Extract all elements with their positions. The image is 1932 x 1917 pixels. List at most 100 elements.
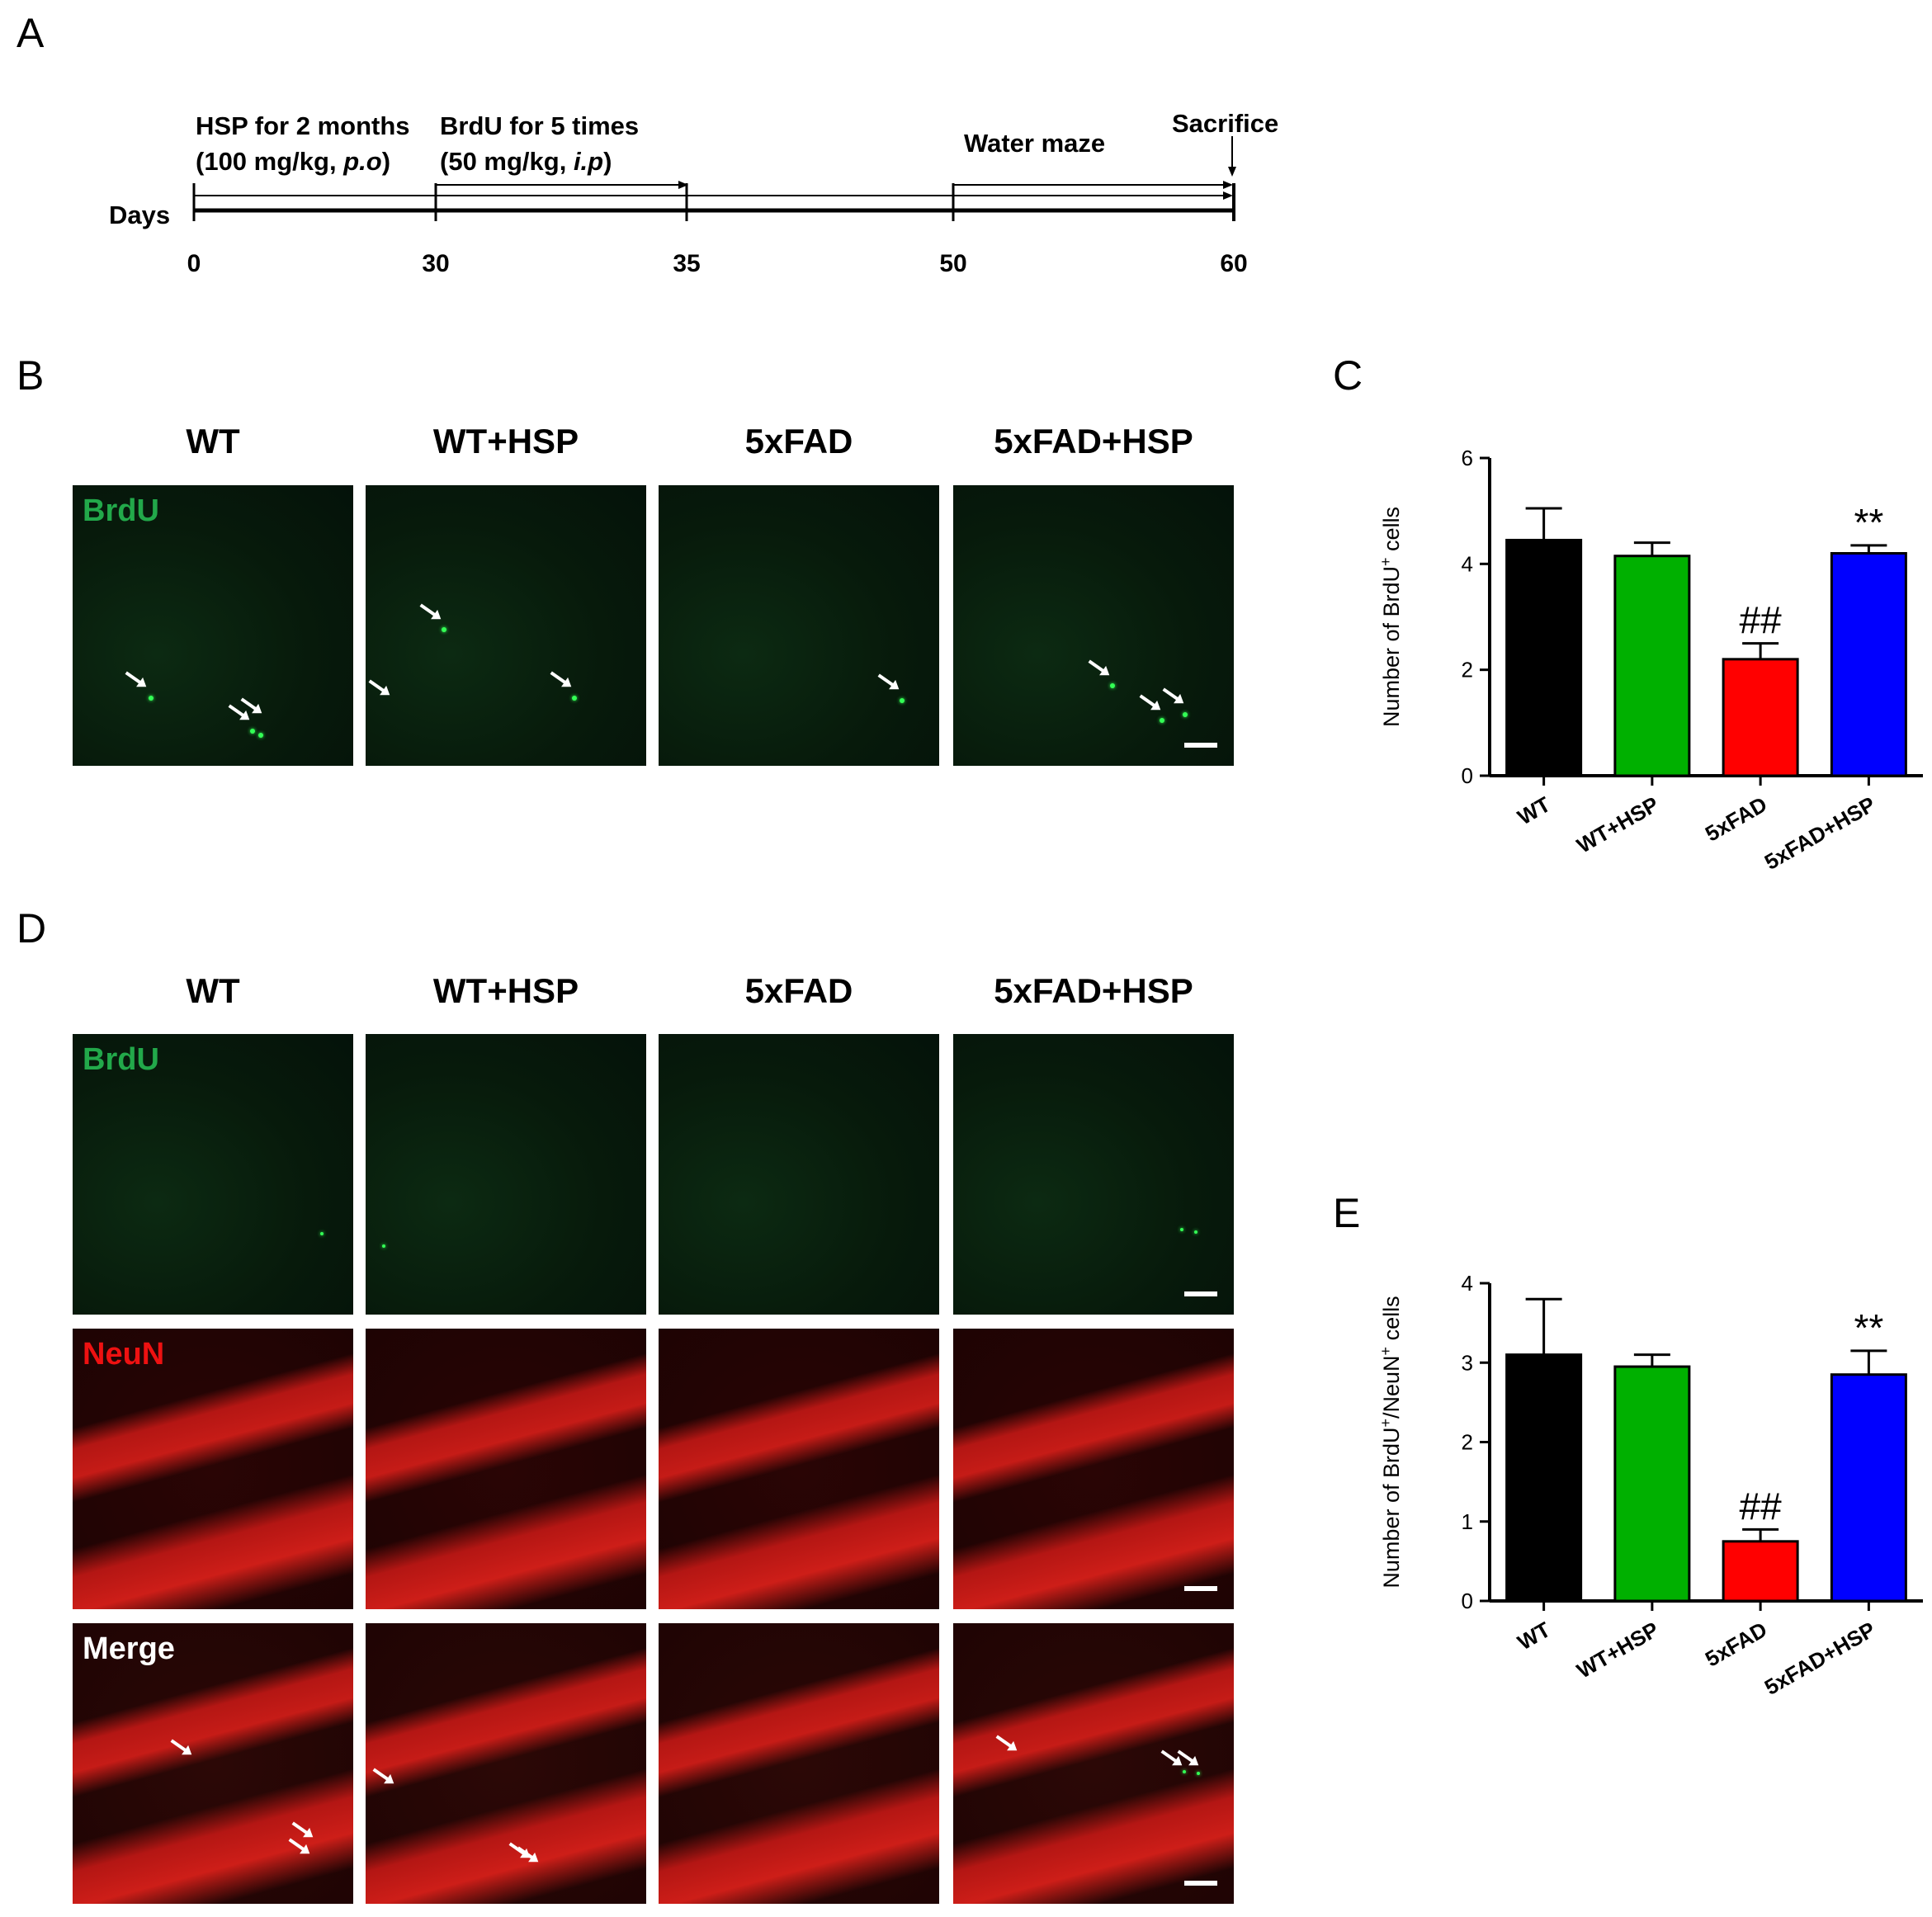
e-bar-wt <box>1505 1353 1583 1603</box>
brdu-label: BrdU <box>83 493 159 528</box>
d-brdu-wt-image: BrdU <box>73 1034 353 1315</box>
brdu-cell <box>258 733 263 738</box>
d-neun-wt-image: NeuN <box>73 1329 353 1609</box>
e-x-tick-label: WT <box>1514 1617 1555 1655</box>
c-x-tick-label: 5xFAD+HSP <box>1760 791 1880 875</box>
c-y-tick-label: 4 <box>1462 551 1473 576</box>
d-brdu-5xfad-image <box>659 1034 939 1315</box>
arrow-icon <box>1139 694 1160 710</box>
c-bar-wt-hsp <box>1613 555 1691 777</box>
brdu-label: BrdU <box>83 1042 159 1077</box>
c-significance-mark: ** <box>1854 501 1883 544</box>
d-brdu-wt-hsp-image <box>366 1034 646 1315</box>
c-bar-wt <box>1505 538 1583 777</box>
b-header-wt: WT <box>186 422 240 460</box>
e-y-tick-label: 4 <box>1462 1271 1473 1296</box>
arrow-icon <box>170 1739 191 1754</box>
d-merge-5xfad-image <box>659 1623 939 1904</box>
arrow-icon <box>877 673 898 689</box>
d-neun-5xfad-hsp-image <box>953 1329 1234 1609</box>
e-significance-mark: ** <box>1854 1306 1883 1349</box>
d-merge-5xfad-hsp-image <box>953 1623 1234 1904</box>
e-y-tick-label: 3 <box>1462 1350 1473 1375</box>
brdu-cell <box>1183 712 1188 717</box>
arrow-icon <box>1162 687 1183 703</box>
b-header-wt-hsp: WT+HSP <box>432 422 579 460</box>
e-y-tick-label: 0 <box>1462 1589 1473 1613</box>
tick-50: 50 <box>939 250 967 277</box>
c-y-label-text: Number of BrdU+ cells <box>1377 507 1404 727</box>
b-header-5xfad: 5xFAD <box>744 422 853 460</box>
tick-60: 60 <box>1220 250 1248 277</box>
c-x-tick-label: 5xFAD <box>1701 791 1771 846</box>
e-bar-wt-hsp <box>1613 1365 1691 1603</box>
tick-30: 30 <box>422 250 450 277</box>
brdu-label: BrdU for 5 times <box>440 111 640 140</box>
arrow-icon <box>291 1821 312 1837</box>
scale-bar <box>1184 1881 1217 1886</box>
b-brdu-5xfad-image <box>659 485 939 766</box>
brdu-cell <box>382 1244 385 1248</box>
d-merge-wt-image: Merge <box>73 1623 353 1904</box>
e-y-axis-label: Number of BrdU+/NeuN+ cells <box>1377 1296 1404 1588</box>
b-brdu-wt-image: BrdU <box>73 485 353 766</box>
e-y-label-text: Number of BrdU+/NeuN+ cells <box>1377 1296 1404 1588</box>
panel-letter-b: B <box>17 352 45 399</box>
scale-bar <box>1184 1586 1217 1591</box>
arrow-icon <box>228 704 248 720</box>
d-neun-5xfad-image <box>659 1329 939 1609</box>
d-merge-wt-hsp-image <box>366 1623 646 1904</box>
panel-letter-c: C <box>1333 352 1363 399</box>
panel-letter-d: D <box>17 905 47 951</box>
brdu-cell <box>572 696 577 701</box>
arrow-icon <box>550 671 570 687</box>
e-y-tick-label: 1 <box>1462 1509 1473 1534</box>
b-header-5xfad-hsp: 5xFAD+HSP <box>994 422 1193 460</box>
e-y-tick-label: 2 <box>1462 1430 1473 1455</box>
brdu-dose-label: (50 mg/kg, i.p) <box>440 147 612 176</box>
arrow-icon <box>288 1838 309 1853</box>
days-label: Days <box>109 201 171 229</box>
arrow-icon <box>125 671 145 687</box>
c-y-tick-label: 0 <box>1462 763 1473 788</box>
c-y-axis-label: Number of BrdU+ cells <box>1377 507 1404 727</box>
e-x-tick-label: 5xFAD+HSP <box>1760 1617 1880 1700</box>
c-significance-mark: ## <box>1740 599 1783 642</box>
arrow-icon <box>372 1768 393 1783</box>
brdu-cell <box>442 627 446 632</box>
c-x-tick-label: WT <box>1514 791 1555 829</box>
hsp-dose-label: (100 mg/kg, p.o) <box>196 147 391 176</box>
water-maze-label: Water maze <box>964 129 1106 158</box>
arrow-icon <box>368 679 389 695</box>
brdu-cell <box>1194 1230 1197 1234</box>
arrow-icon <box>240 697 261 713</box>
d-header-5xfad: 5xFAD <box>744 971 853 1010</box>
sacrifice-label: Sacrifice <box>1172 109 1279 138</box>
arrow-icon <box>419 603 440 619</box>
c-bar-5xfad-hsp <box>1830 552 1907 777</box>
neun-label: NeuN <box>83 1337 165 1372</box>
arrow-icon <box>995 1735 1016 1750</box>
e-bar-5xfad <box>1722 1540 1799 1603</box>
d-header-5xfad-hsp: 5xFAD+HSP <box>994 971 1193 1010</box>
b-brdu-5xfad-hsp-image <box>953 485 1234 766</box>
brdu-cell <box>250 729 255 734</box>
c-y-tick-label: 2 <box>1462 658 1473 682</box>
e-x-tick-label: 5xFAD <box>1701 1617 1771 1671</box>
brdu-cell <box>320 1232 324 1235</box>
brdu-cell <box>1180 1228 1183 1231</box>
e-bar-5xfad-hsp <box>1830 1373 1907 1603</box>
d-brdu-5xfad-hsp-image <box>953 1034 1234 1315</box>
brdu-cell <box>1110 683 1115 688</box>
d-neun-wt-hsp-image <box>366 1329 646 1609</box>
scale-bar <box>1184 743 1217 748</box>
brdu-cell <box>900 698 905 703</box>
b-brdu-wt-hsp-image <box>366 485 646 766</box>
d-header-wt-hsp: WT+HSP <box>432 971 579 1010</box>
brdu-cell <box>149 696 154 701</box>
arrow-icon <box>1088 659 1108 675</box>
merge-label: Merge <box>83 1631 175 1666</box>
brdu-cell <box>1183 1770 1186 1773</box>
d-header-wt: WT <box>186 971 240 1010</box>
timeline-lines <box>192 136 1236 221</box>
